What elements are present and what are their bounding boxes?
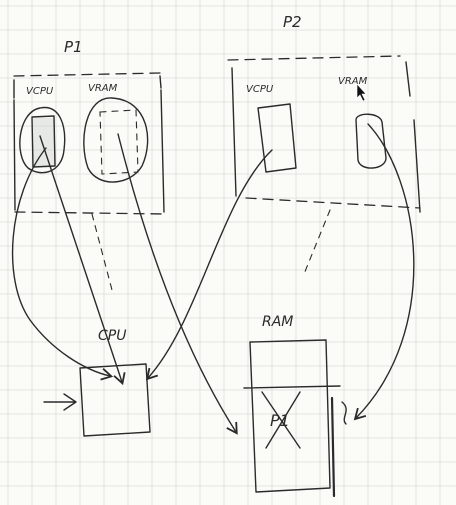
p1-vcpu-oval — [19, 106, 66, 174]
p2-right-border — [405, 61, 421, 213]
ram-edge-thick-line — [330, 396, 336, 498]
ram-inner-label: P1 — [270, 411, 290, 430]
p1-vcpu-label: VCPU — [26, 86, 54, 97]
p1-bottom-border — [14, 211, 165, 215]
ram-box — [249, 339, 331, 493]
p1-top-border — [13, 72, 161, 77]
process-p2-group: P2 VCPU VRAM — [227, 13, 421, 275]
p2-vcpu-label: VCPU — [246, 84, 274, 95]
p1-vcpu-inner-box — [31, 115, 56, 168]
p1-vram-oval — [83, 97, 149, 183]
p2-bottom-border — [245, 197, 421, 209]
p2-vram-label: VRAM — [338, 76, 368, 87]
p2-to-ram-dashed-line — [303, 209, 331, 275]
arrow-p1-vram-to-ram — [117, 133, 238, 435]
cpu-box — [79, 363, 151, 437]
p2-top-border — [227, 55, 401, 61]
ram-cross-out — [261, 391, 301, 449]
ram-label: RAM — [262, 314, 293, 330]
p2-vcpu-box — [257, 103, 297, 173]
cpu-input-arrow — [43, 393, 77, 411]
p1-top-corners — [13, 75, 162, 99]
arrow-p1-vcpu-loop-to-cpu — [11, 147, 114, 381]
cpu-group: CPU — [43, 328, 151, 437]
p1-to-cpu-dashed-line — [91, 213, 113, 291]
mouse-pointer-icon — [356, 83, 367, 102]
p2-left-border — [231, 67, 237, 197]
p1-right-border — [160, 89, 165, 213]
p2-label: P2 — [283, 13, 302, 31]
cpu-label: CPU — [98, 328, 126, 344]
p1-left-border — [13, 99, 16, 211]
ram-divider-line — [243, 385, 341, 389]
mapping-arrows — [11, 123, 415, 435]
arrow-p2-vram-to-ram — [353, 123, 415, 421]
p1-vram-label: VRAM — [88, 83, 118, 94]
process-p1-group: P1 VCPU VRAM — [13, 38, 165, 291]
p1-label: P1 — [64, 38, 83, 56]
arrow-p1-vcpu-to-cpu — [39, 135, 126, 386]
arrow-p2-vcpu-to-cpu — [145, 149, 273, 381]
p1-vcpu-shade — [33, 118, 55, 166]
p2-vram-box — [355, 113, 387, 169]
p1-vram-inner-box — [99, 109, 139, 175]
ram-group: RAM P1 — [243, 314, 347, 498]
ram-side-scribble — [341, 401, 347, 425]
